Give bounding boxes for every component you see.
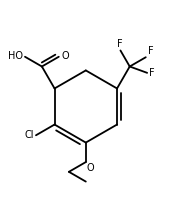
Text: F: F [117,39,122,49]
Text: Cl: Cl [25,130,34,140]
Text: O: O [62,51,69,61]
Text: HO: HO [8,51,23,61]
Text: F: F [148,46,153,56]
Text: O: O [87,163,94,173]
Text: F: F [149,68,155,78]
